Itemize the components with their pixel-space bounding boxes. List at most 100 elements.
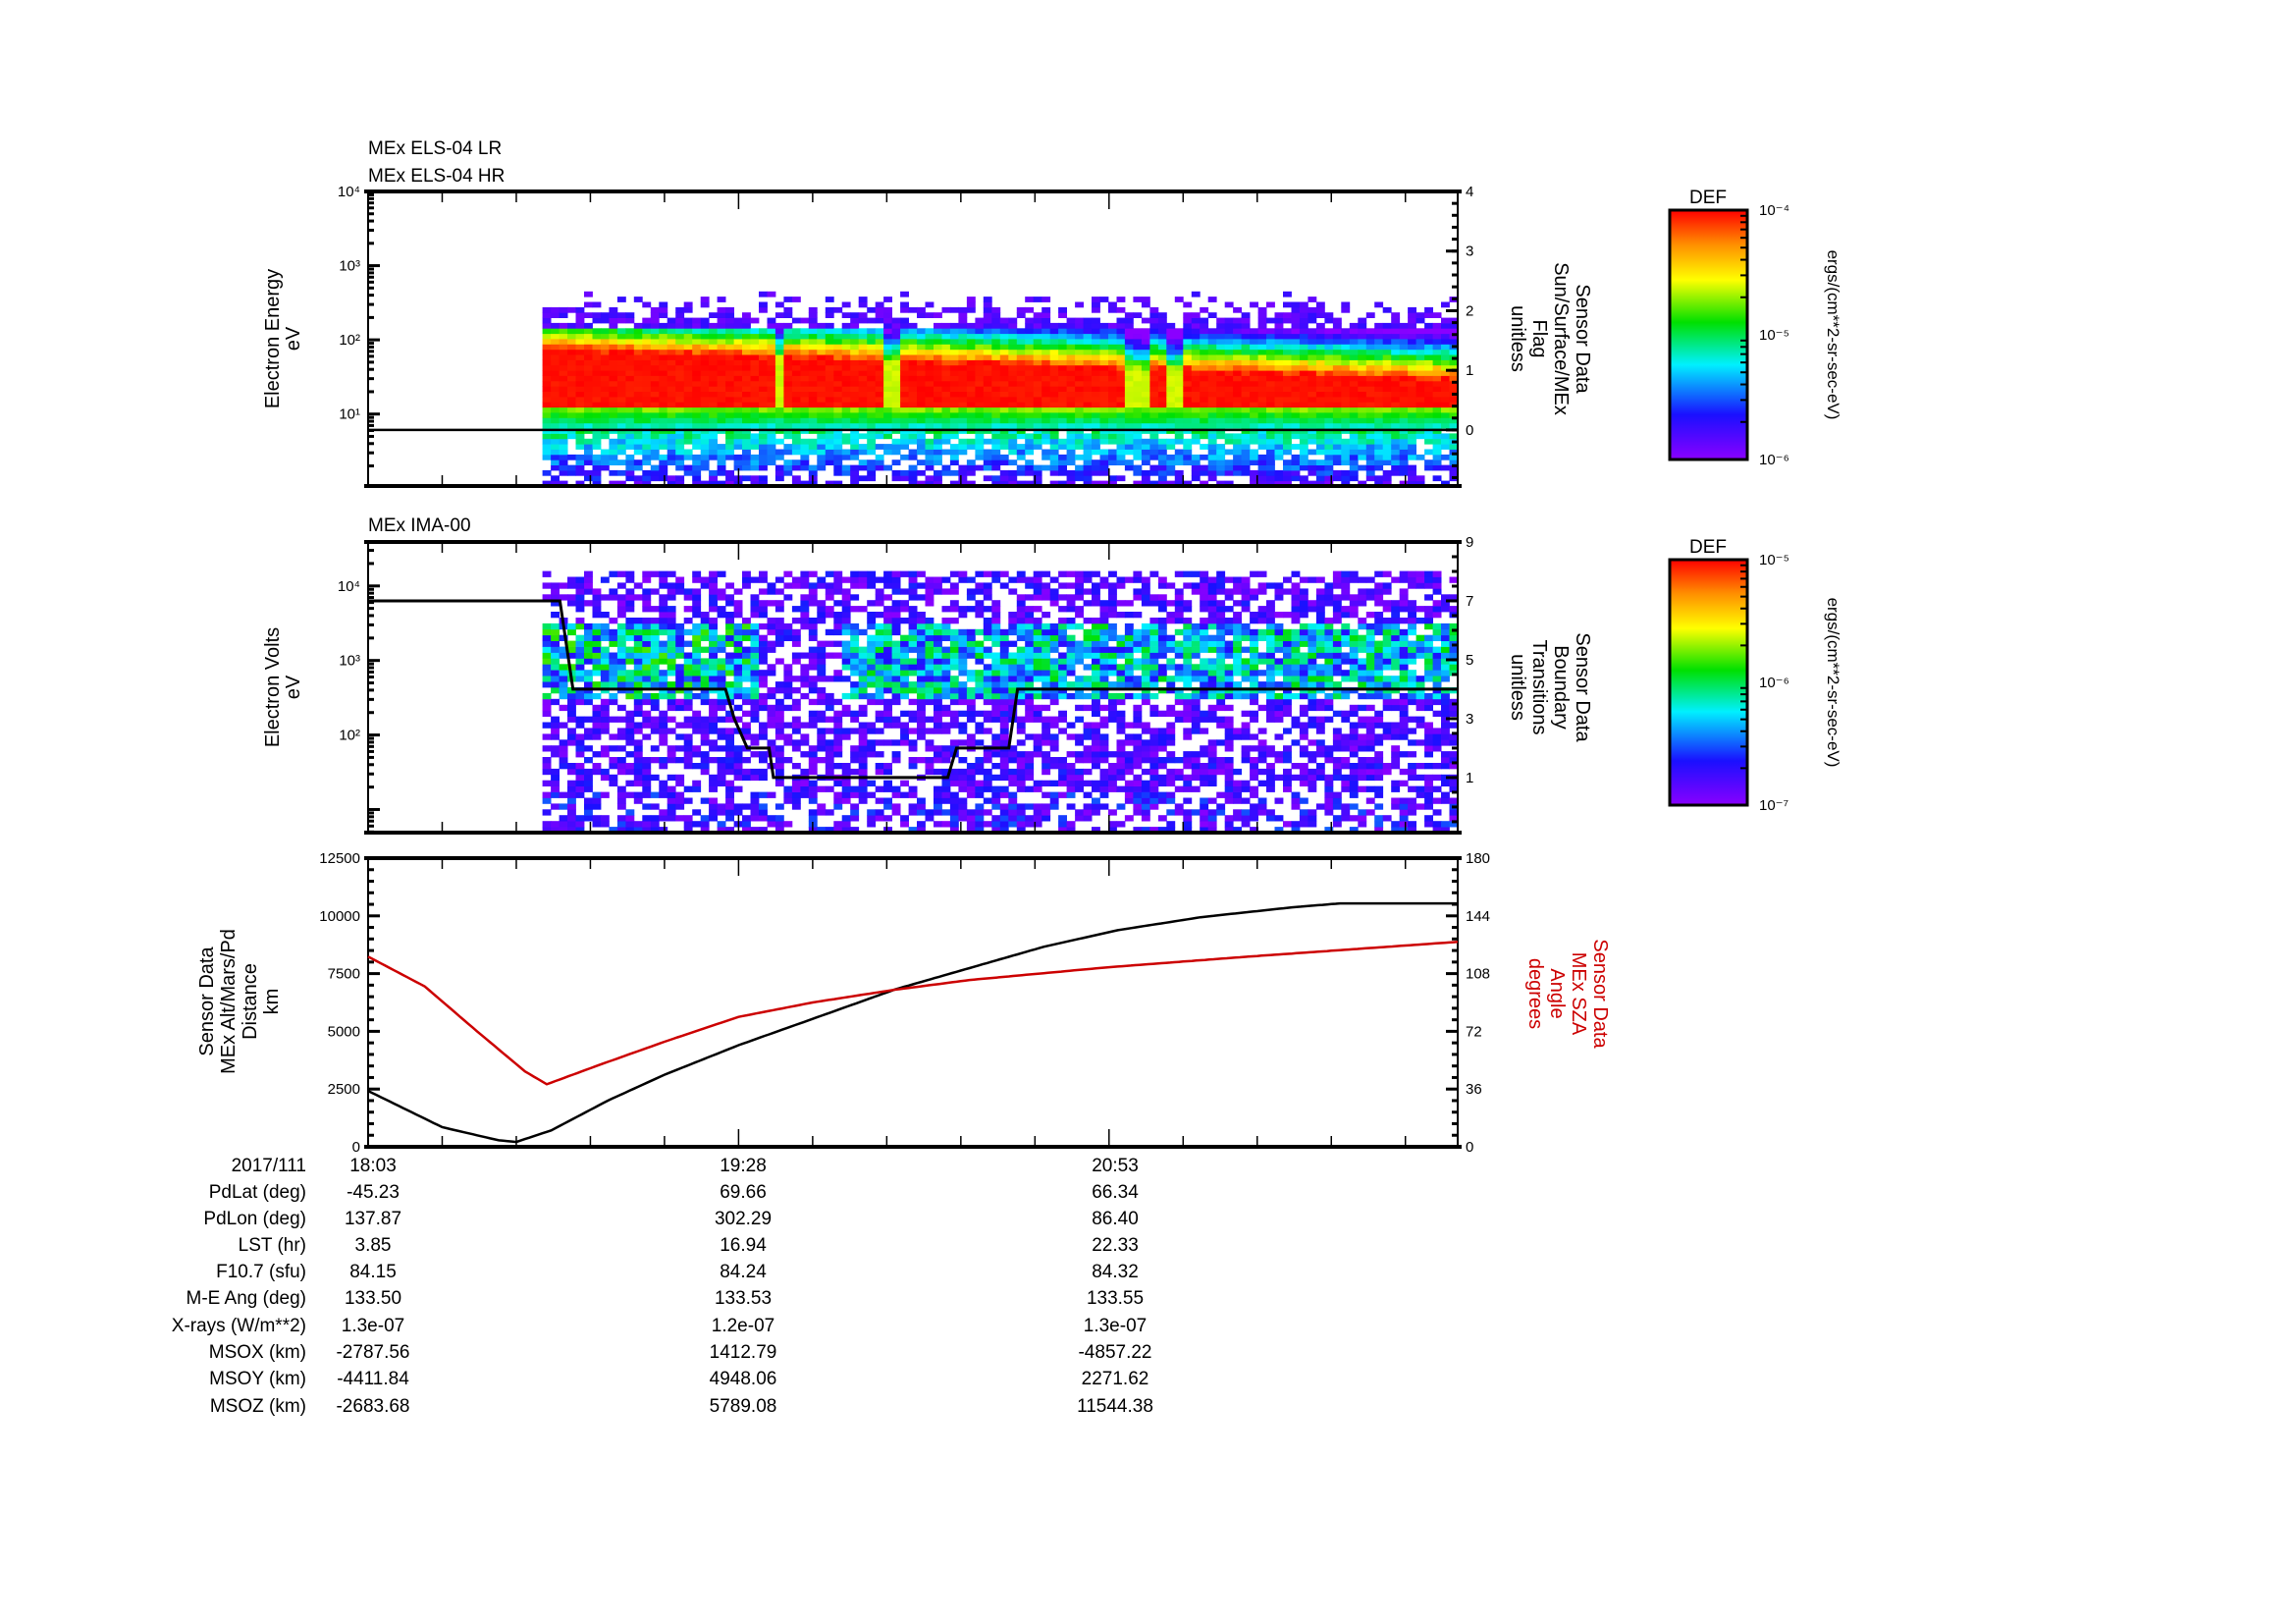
- heatmap-cell: [659, 333, 668, 340]
- heatmap-cell: [1099, 464, 1109, 471]
- heatmap-cell: [1025, 344, 1035, 351]
- heatmap-cell: [1315, 480, 1325, 487]
- heatmap-cell: [683, 317, 693, 324]
- heatmap-cell: [1016, 406, 1026, 413]
- heatmap-cell: [983, 422, 992, 429]
- heatmap-cell: [991, 344, 1001, 351]
- heatmap-cell: [1358, 406, 1367, 413]
- heatmap-cell: [709, 815, 718, 822]
- heatmap-cell: [1058, 444, 1067, 450]
- heatmap-cell: [1066, 412, 1076, 418]
- heatmap-cell: [1075, 359, 1084, 366]
- heatmap-cell: [1257, 317, 1267, 324]
- heatmap-cell: [875, 312, 884, 318]
- heatmap-cell: [800, 417, 810, 424]
- heatmap-cell: [1349, 354, 1359, 360]
- heatmap-cell: [625, 710, 635, 717]
- heatmap-cell: [1166, 460, 1176, 465]
- heatmap-cell: [609, 375, 618, 382]
- heatmap-cell: [616, 375, 626, 382]
- heatmap-cell: [1408, 412, 1416, 418]
- heatmap-cell: [667, 391, 676, 398]
- heatmap-cell: [767, 391, 776, 398]
- heatmap-cell: [700, 301, 710, 308]
- heatmap-cell: [1033, 380, 1042, 387]
- heatmap-cell: [767, 646, 776, 653]
- heatmap-cell: [1083, 402, 1093, 408]
- heatmap-cell: [934, 588, 942, 595]
- heatmap-cell: [767, 364, 776, 371]
- heatmap-cell: [791, 402, 801, 408]
- heatmap-cell: [1382, 349, 1392, 355]
- heatmap-cell: [867, 306, 877, 313]
- heatmap-cell: [883, 364, 892, 371]
- heatmap-cell: [542, 433, 552, 440]
- heatmap-cell: [891, 670, 901, 676]
- heatmap-cell: [800, 317, 810, 324]
- heatmap-cell: [700, 322, 710, 329]
- heatmap-cell: [1291, 386, 1301, 392]
- heatmap-cell: [1308, 460, 1317, 465]
- heatmap-cell: [1250, 344, 1258, 351]
- heatmap-cell: [1157, 412, 1167, 418]
- heatmap-cell: [1332, 380, 1342, 387]
- heatmap-cell: [817, 391, 827, 398]
- heatmap-cell: [1133, 422, 1143, 429]
- heatmap-cell: [633, 480, 643, 487]
- heatmap-cell: [800, 438, 810, 445]
- heatmap-cell: [1075, 328, 1084, 335]
- heatmap-cell: [883, 664, 892, 671]
- heatmap-cell: [1207, 380, 1217, 387]
- heatmap-cell: [941, 391, 951, 398]
- heatmap-cell: [925, 698, 934, 706]
- heatmap-cell: [867, 422, 877, 429]
- heatmap-cell: [567, 710, 576, 717]
- heatmap-cell: [908, 757, 918, 764]
- heatmap-cell: [1399, 359, 1409, 366]
- heatmap-cell: [1332, 344, 1342, 351]
- heatmap-cell: [725, 449, 734, 456]
- heatmap-cell: [1174, 406, 1184, 413]
- heatmap-cell: [917, 438, 926, 445]
- heatmap-cell: [850, 449, 860, 456]
- heatmap-cell: [774, 380, 784, 387]
- heatmap-cell: [1224, 464, 1234, 471]
- heatmap-cell: [1349, 370, 1359, 376]
- heatmap-cell: [934, 359, 942, 366]
- heatmap-cell: [825, 380, 834, 387]
- heatmap-cell: [883, 763, 892, 770]
- heatmap-cell: [683, 716, 693, 723]
- heatmap-cell: [975, 402, 985, 408]
- heatmap-cell: [841, 344, 851, 351]
- heatmap-cell: [917, 612, 926, 619]
- heatmap-cell: [1233, 386, 1242, 392]
- heatmap-cell: [633, 582, 643, 589]
- heatmap-cell: [991, 449, 1001, 456]
- heatmap-cell: [683, 757, 693, 764]
- heatmap-cell: [584, 716, 593, 723]
- heatmap-cell: [934, 658, 942, 665]
- heatmap-cell: [934, 391, 942, 398]
- heatmap-cell: [850, 438, 860, 445]
- heatmap-cell: [958, 768, 968, 776]
- heatmap-cell: [949, 349, 959, 355]
- heatmap-cell: [584, 328, 593, 335]
- heatmap-cell: [1025, 333, 1035, 340]
- heatmap-cell: [609, 774, 618, 782]
- heatmap-cell: [1108, 359, 1117, 366]
- heatmap-cell: [717, 386, 726, 392]
- heatmap-cell: [875, 444, 884, 450]
- heatmap-cell: [1041, 438, 1051, 445]
- heatmap-cell: [1075, 333, 1084, 340]
- heatmap-cell: [934, 422, 942, 429]
- heatmap-cell: [1233, 406, 1242, 413]
- heatmap-cell: [742, 406, 751, 413]
- heatmap-cell: [592, 763, 602, 770]
- heatmap-cell: [949, 780, 959, 786]
- heatmap-cell: [616, 469, 626, 476]
- heatmap-cell: [1191, 370, 1201, 376]
- heatmap-cell: [659, 582, 668, 589]
- heatmap-cell: [742, 386, 751, 392]
- heatmap-cell: [1315, 386, 1325, 392]
- heatmap-cell: [750, 692, 760, 700]
